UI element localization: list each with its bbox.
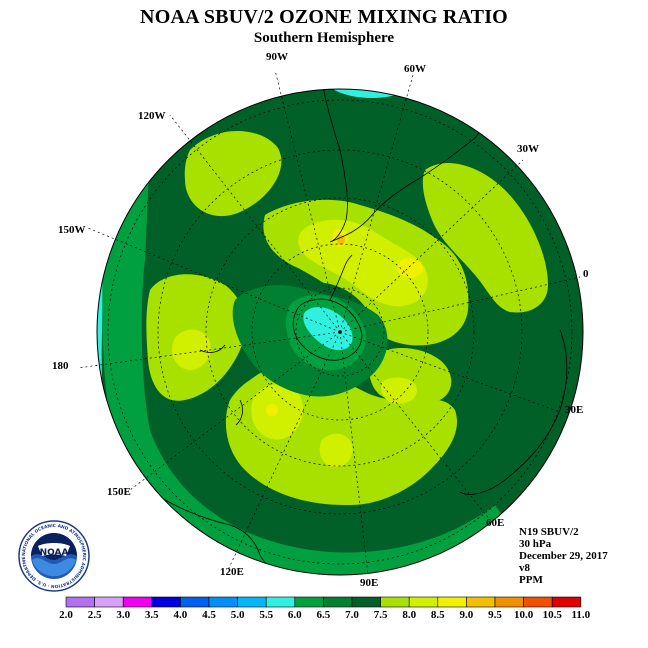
lon-label-60e: 60E [486,517,505,529]
colorbar-swatch-cyan [265,596,296,608]
ozone-map [77,69,584,576]
antarctica-coast [292,298,363,361]
colorbar-label: 9.0 [460,609,474,621]
colorbar-label: 7.0 [345,609,359,621]
lon-label-150w: 150W [58,224,86,236]
lon-label-120e: 120E [220,566,244,578]
colorbar-label: 6.0 [288,609,302,621]
colorbar-label: 5.0 [231,609,245,621]
colorbar-label: 2.5 [88,609,102,621]
coastlines [149,89,568,575]
lon-label-60w: 60W [404,63,426,75]
colorbar-swatch-gold [466,596,496,608]
south-america-coast [321,89,493,243]
ozone-level-8.5-south [266,404,278,416]
noaa-logo: NATIONAL OCEANIC AND ATMOSPHERIC ADMINIS… [18,520,90,592]
lon-label-90e: 90E [360,577,379,589]
colorbar-swatch-magenta [122,596,153,608]
logo-text: NOAA [40,548,69,558]
colorbar-swatch-blue [151,596,181,608]
page-subtitle: Southern Hemisphere [253,30,395,46]
colorbar-label: 8.5 [431,609,445,621]
colorbar-label: 4.5 [202,609,216,621]
colorbar-swatch-yellow-green [408,596,439,608]
ozone-level-9.0-north [337,235,345,245]
info-level: 30 hPa [519,538,552,550]
info-version: v8 [519,562,530,574]
colorbar-labels: 2.0 2.5 3.0 3.5 4.0 4.5 5.0 5.5 6.0 6.5 7.0 7.5 8.0 8… [59,609,590,621]
info-date: December 29, 2017 [519,550,608,562]
page-title: NOAA SBUV/2 OZONE MIXING RATIO [140,6,508,28]
colorbar-swatch-purple [65,596,95,608]
colorbar-swatch-sky-blue [208,596,238,608]
colorbar-swatch-orange [494,596,524,608]
colorbar-swatch-light-blue [237,596,267,608]
antarctic-peninsula [329,254,353,301]
ozone-level-7.5-ne [422,162,548,313]
lon-label-150e: 150E [107,486,131,498]
colorbar-label: 3.0 [116,609,130,621]
lon-label-30e: 30E [565,404,584,416]
lon-label-90w: 90W [266,51,288,63]
colorbar-label: 3.5 [145,609,159,621]
colorbar-label: 7.5 [374,609,388,621]
info-block: N19 SBUV/2 30 hPa December 29, 2017 v8 P… [519,526,608,586]
colorbar-label: 2.0 [59,609,73,621]
colorbar-label: 9.5 [488,609,502,621]
lon-label-180: 180 [52,360,69,372]
lon-label-120w: 120W [138,110,166,122]
colorbar-label: 8.0 [402,609,416,621]
colorbar-swatch-mid-green [323,596,353,608]
map-border [96,88,584,576]
colorbar-swatch-green [294,596,324,608]
lon-label-30w: 30W [517,143,539,155]
ozone-level-8.5-east [397,258,423,278]
graticule [77,69,581,576]
info-units: PPM [519,574,543,586]
ozone-level-8.0-west [172,329,211,371]
ozone-level-8.0-south2 [319,433,353,468]
colorbar-swatch-dark-orange [523,596,553,608]
ozone-level-8.0-east [380,377,417,404]
colorbar-label: 5.5 [259,609,273,621]
ozone-level-7.5-nw [184,130,282,217]
colorbar-swatches [65,596,582,608]
colorbar-label: 10.0 [514,609,534,621]
ozone-level-5.5-polar [303,307,353,351]
lon-label-0: 0 [583,268,589,280]
colorbar-label: 6.5 [317,609,331,621]
africa-coast [459,329,568,495]
colorbar-label: 10.5 [543,609,563,621]
info-instrument: N19 SBUV/2 [519,526,579,538]
colorbar-swatch-mid-blue [180,596,210,608]
colorbar-swatch-lavender [94,596,124,608]
colorbar-swatch-red [551,596,582,608]
colorbar-swatch-lime [380,596,410,608]
colorbar-swatch-dark-green [351,596,381,608]
colorbar-label: 4.0 [174,609,188,621]
new-zealand-coast [199,344,243,426]
colorbar-swatch-yellow [437,596,467,608]
colorbar-label: 11.0 [571,609,590,621]
